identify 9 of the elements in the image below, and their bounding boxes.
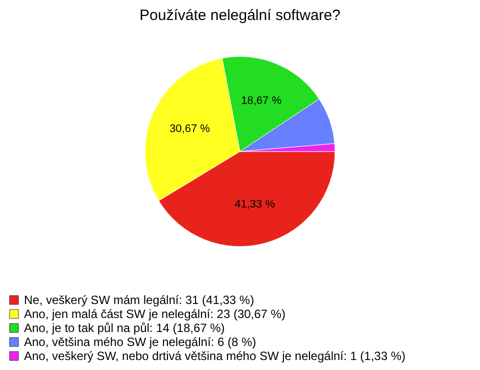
chart-title: Používáte nelegální software? [140,7,340,24]
legend-label: Ano, jen malá část SW je nelegální: 23 (30,67 %) [24,307,286,321]
data-label: 18,67 % [241,94,282,107]
legend-label: Ne, veškerý SW mám legální: 31 (41,33 %) [24,293,254,307]
data-label: 30,67 % [170,123,210,136]
legend-label: Ano, je to tak půl na půl: 14 (18,67 %) [24,321,225,335]
data-label: 41,33 % [234,198,276,210]
legend-label: Ano, veškerý SW, nebo drtivá většina mého SW je nelegální: 1 (1,33 %) [24,349,406,363]
legend-label: Ano, většina mého SW je nelegální: 6 (8 %) [24,335,256,349]
